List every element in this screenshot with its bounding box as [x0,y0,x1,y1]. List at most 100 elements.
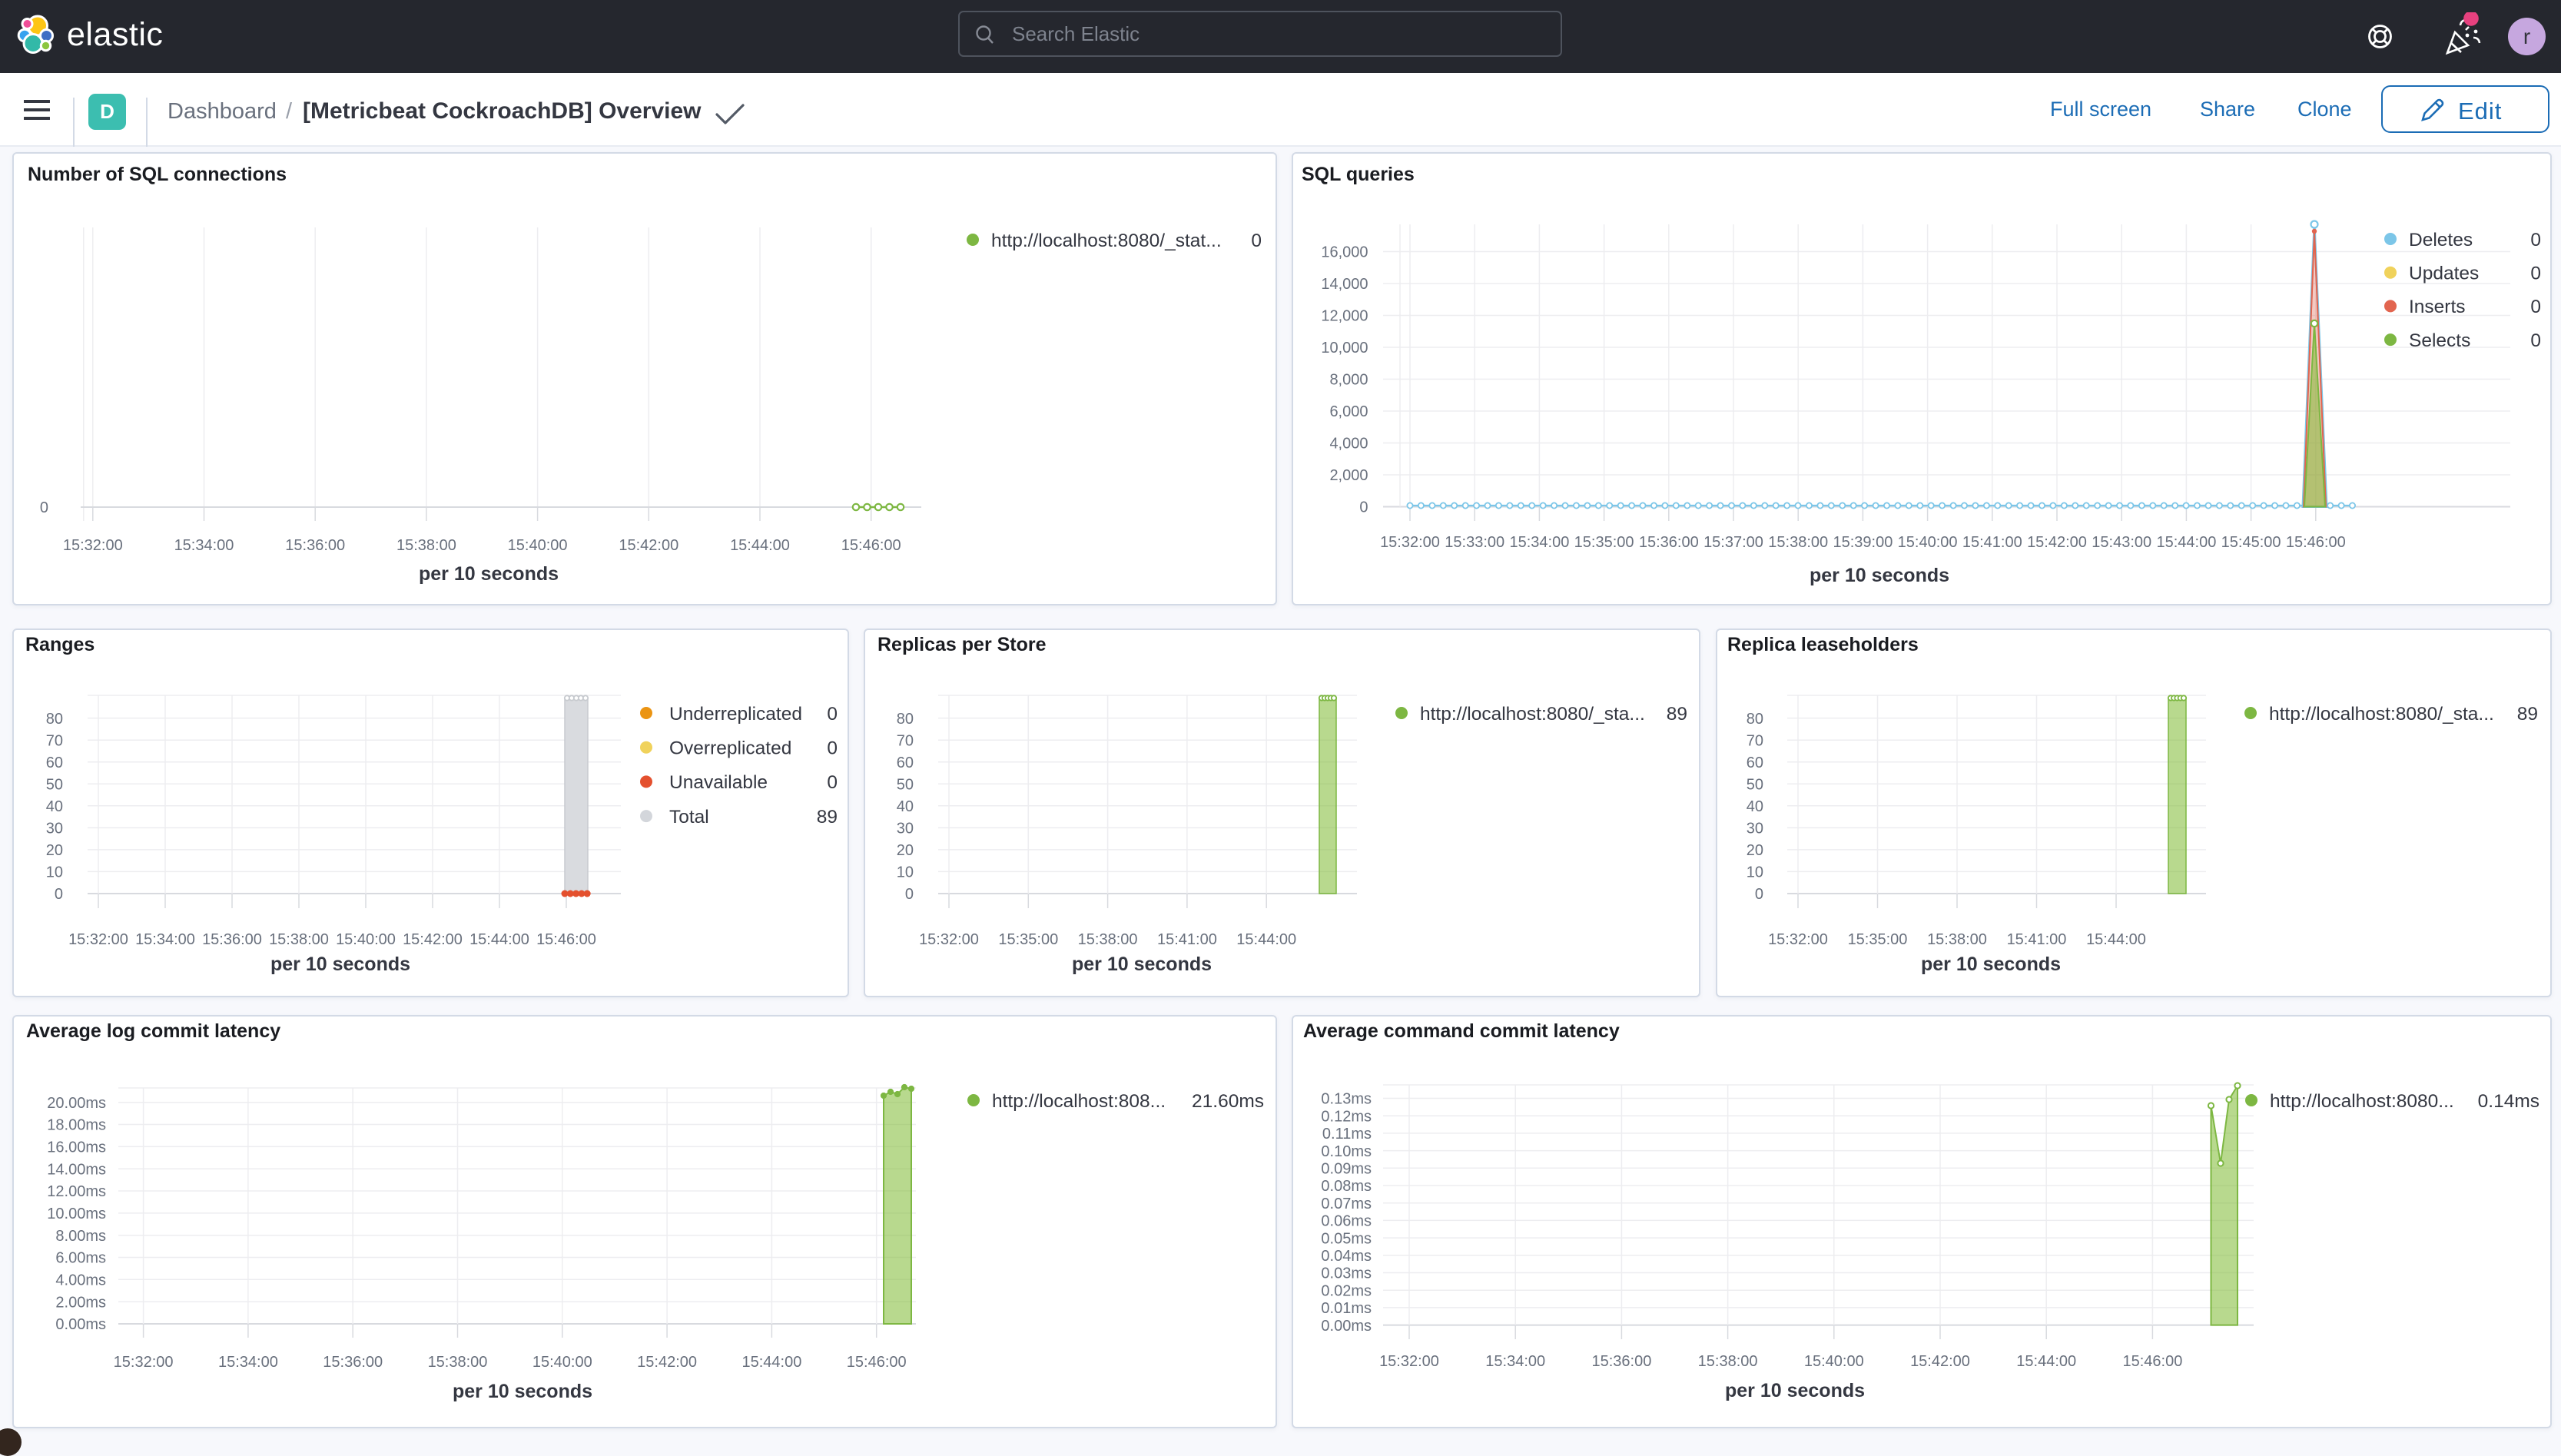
svg-text:15:32:00: 15:32:00 [68,931,128,948]
svg-text:15:42:00: 15:42:00 [619,537,678,554]
svg-text:15:41:00: 15:41:00 [1157,931,1217,948]
svg-text:Total: Total [669,807,709,827]
svg-text:15:41:00: 15:41:00 [2007,931,2067,948]
svg-text:50: 50 [46,776,63,793]
svg-text:70: 70 [897,732,914,749]
svg-text:0: 0 [2530,297,2541,317]
svg-text:15:38:00: 15:38:00 [1927,931,1987,948]
svg-text:Deletes: Deletes [2409,230,2473,250]
svg-text:15:32:00: 15:32:00 [114,1354,174,1371]
svg-text:15:35:00: 15:35:00 [1574,534,1634,551]
svg-text:http://localhost:8080/_sta...: http://localhost:8080/_sta... [2269,704,2494,725]
svg-text:20.00ms: 20.00ms [47,1095,106,1112]
svg-text:15:36:00: 15:36:00 [323,1354,383,1371]
svg-text:0: 0 [55,886,63,903]
svg-text:15:32:00: 15:32:00 [1768,931,1828,948]
svg-text:0.12ms: 0.12ms [1321,1108,1372,1125]
svg-text:15:33:00: 15:33:00 [1445,534,1504,551]
svg-text:per 10 seconds: per 10 seconds [1725,1380,1865,1401]
svg-text:15:36:00: 15:36:00 [285,537,345,554]
svg-text:14,000: 14,000 [1321,276,1368,293]
svg-text:12,000: 12,000 [1321,308,1368,325]
svg-text:15:43:00: 15:43:00 [2092,534,2151,551]
svg-text:15:42:00: 15:42:00 [1910,1353,1970,1370]
svg-text:0: 0 [1755,886,1763,903]
svg-text:15:46:00: 15:46:00 [536,931,596,948]
svg-text:15:37:00: 15:37:00 [1703,534,1763,551]
svg-text:Overreplicated: Overreplicated [669,738,791,759]
svg-text:15:35:00: 15:35:00 [998,931,1058,948]
svg-text:4,000: 4,000 [1329,436,1368,453]
svg-text:15:34:00: 15:34:00 [174,537,234,554]
svg-text:0.11ms: 0.11ms [1322,1126,1372,1143]
svg-text:15:44:00: 15:44:00 [2016,1353,2076,1370]
svg-text:0.08ms: 0.08ms [1321,1178,1372,1195]
svg-text:per 10 seconds: per 10 seconds [453,1381,592,1402]
svg-text:15:40:00: 15:40:00 [336,931,396,948]
svg-text:15:42:00: 15:42:00 [637,1354,697,1371]
svg-text:15:36:00: 15:36:00 [1639,534,1699,551]
svg-text:6.00ms: 6.00ms [55,1250,106,1267]
svg-text:15:34:00: 15:34:00 [1509,534,1569,551]
svg-text:15:36:00: 15:36:00 [1591,1353,1651,1370]
svg-text:http://localhost:8080/_sta...: http://localhost:8080/_sta... [1420,704,1645,725]
svg-text:per 10 seconds: per 10 seconds [1072,954,1212,975]
svg-text:0: 0 [827,738,838,759]
svg-text:15:34:00: 15:34:00 [1485,1353,1545,1370]
svg-text:15:38:00: 15:38:00 [1698,1353,1758,1370]
svg-text:15:38:00: 15:38:00 [1768,534,1828,551]
svg-text:15:46:00: 15:46:00 [2122,1353,2182,1370]
svg-text:15:44:00: 15:44:00 [1236,931,1296,948]
svg-text:15:35:00: 15:35:00 [1848,931,1908,948]
svg-text:15:32:00: 15:32:00 [1379,1353,1439,1370]
svg-text:15:40:00: 15:40:00 [532,1354,592,1371]
svg-text:80: 80 [897,711,914,728]
svg-text:15:34:00: 15:34:00 [218,1354,278,1371]
svg-text:30: 30 [897,821,914,837]
svg-text:0.10ms: 0.10ms [1321,1143,1372,1160]
svg-text:0.05ms: 0.05ms [1321,1230,1372,1247]
svg-text:per 10 seconds: per 10 seconds [1810,565,1949,586]
svg-text:21.60ms: 21.60ms [1192,1091,1264,1112]
svg-text:15:42:00: 15:42:00 [2027,534,2087,551]
svg-text:8.00ms: 8.00ms [55,1228,106,1245]
svg-text:20: 20 [46,842,63,859]
svg-text:per 10 seconds: per 10 seconds [419,563,559,585]
svg-text:89: 89 [2517,704,2538,725]
svg-text:2,000: 2,000 [1329,467,1368,484]
svg-text:15:46:00: 15:46:00 [2286,534,2346,551]
svg-text:0.02ms: 0.02ms [1321,1282,1372,1299]
svg-text:60: 60 [897,755,914,771]
svg-text:30: 30 [1747,821,1763,837]
svg-text:18.00ms: 18.00ms [47,1117,106,1134]
svg-text:10,000: 10,000 [1321,340,1368,357]
svg-text:70: 70 [46,732,63,749]
svg-text:16.00ms: 16.00ms [47,1139,106,1156]
svg-text:15:44:00: 15:44:00 [730,537,790,554]
svg-text:15:38:00: 15:38:00 [396,537,456,554]
svg-text:80: 80 [46,711,63,728]
svg-text:0: 0 [40,499,48,516]
svg-text:89: 89 [1667,704,1687,725]
svg-text:70: 70 [1747,732,1763,749]
svg-text:15:40:00: 15:40:00 [508,537,568,554]
svg-text:15:44:00: 15:44:00 [2156,534,2216,551]
svg-text:15:46:00: 15:46:00 [847,1354,907,1371]
svg-text:15:38:00: 15:38:00 [1078,931,1138,948]
svg-text:0: 0 [827,704,838,725]
svg-text:80: 80 [1747,711,1763,728]
svg-text:15:41:00: 15:41:00 [1962,534,2022,551]
svg-text:per 10 seconds: per 10 seconds [1921,954,2061,975]
svg-text:Underreplicated: Underreplicated [669,704,802,725]
svg-text:per 10 seconds: per 10 seconds [270,954,410,975]
svg-text:15:40:00: 15:40:00 [1804,1353,1864,1370]
svg-text:50: 50 [897,776,914,793]
svg-text:0: 0 [2530,264,2541,284]
svg-text:8,000: 8,000 [1329,372,1368,389]
svg-text:15:38:00: 15:38:00 [428,1354,488,1371]
svg-text:10: 10 [1747,864,1763,881]
svg-text:60: 60 [1747,755,1763,771]
svg-text:15:40:00: 15:40:00 [1898,534,1958,551]
svg-text:0.13ms: 0.13ms [1321,1091,1372,1108]
svg-text:0.14ms: 0.14ms [2478,1091,2539,1112]
